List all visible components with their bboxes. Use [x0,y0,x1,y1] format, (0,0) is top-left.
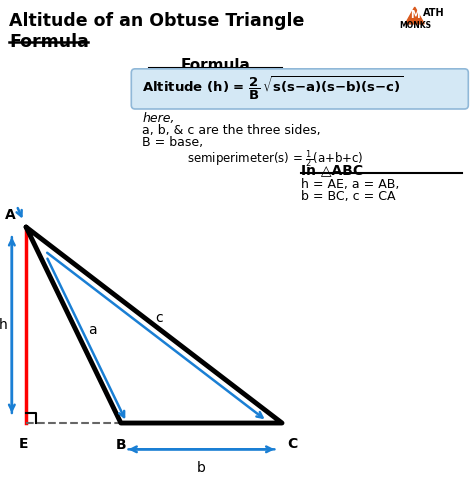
Text: Formula: Formula [181,58,251,73]
Text: a: a [88,323,97,337]
Text: B: B [116,438,126,452]
Text: Altitude of an Obtuse Triangle: Altitude of an Obtuse Triangle [9,12,305,30]
Text: M: M [410,11,419,20]
Text: here,: here, [142,112,175,125]
FancyBboxPatch shape [131,69,468,109]
Text: h: h [0,318,8,332]
Text: h = AE, a = AB,: h = AE, a = AB, [301,178,400,191]
Text: C: C [288,437,298,451]
Text: Formula: Formula [9,33,90,51]
Text: In △ABC: In △ABC [301,163,363,177]
Text: B = base,: B = base, [142,136,203,149]
Text: b = BC, c = CA: b = BC, c = CA [301,190,395,203]
Text: semiperimeter(s) = $\frac{1}{2}$(a+b+c): semiperimeter(s) = $\frac{1}{2}$(a+b+c) [187,148,364,170]
Text: c: c [155,311,163,325]
Polygon shape [405,7,424,24]
Text: A: A [5,208,16,222]
Text: b: b [197,461,206,475]
Text: ATH: ATH [423,9,445,18]
Text: Altitude (h) = $\mathbf{\dfrac{2}{B}}\,\mathbf{\sqrt{s(s{-}a)(s{-}b)(s{-}c)}}$: Altitude (h) = $\mathbf{\dfrac{2}{B}}\,\… [142,75,404,102]
Text: a, b, & c are the three sides,: a, b, & c are the three sides, [142,124,321,137]
Text: MONKS: MONKS [399,21,431,30]
Text: E: E [19,437,28,451]
